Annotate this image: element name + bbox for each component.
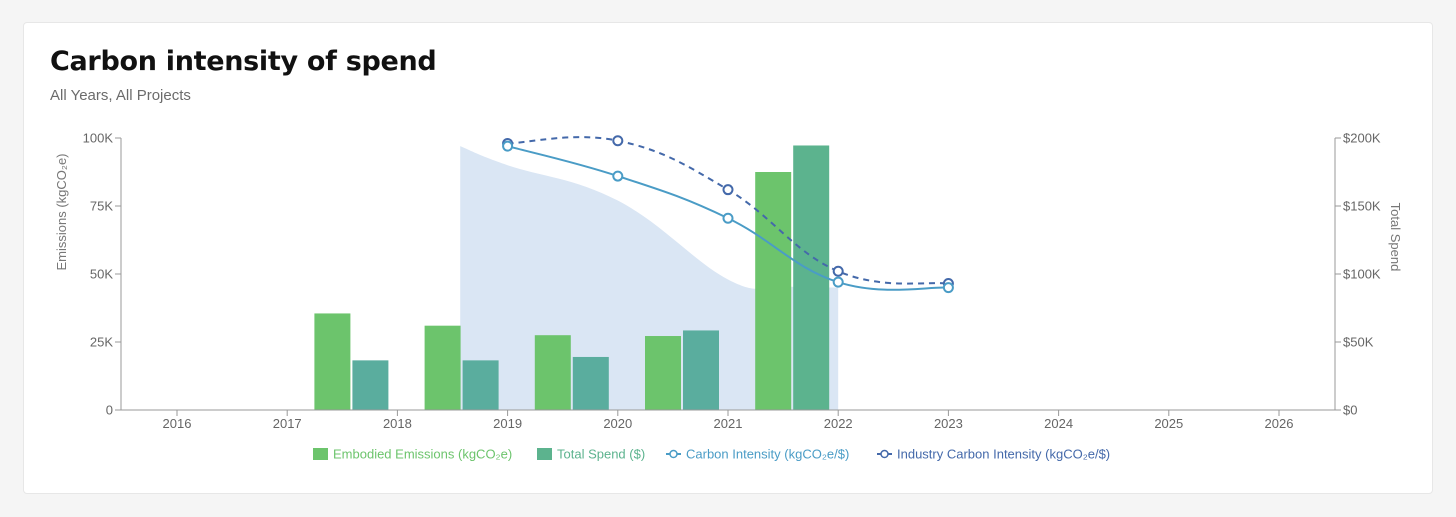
y-left-tick-label: 100K	[83, 131, 114, 146]
legend-embodied-swatch	[313, 448, 328, 460]
carbon-intensity-point-2021	[722, 212, 734, 224]
chart-subtitle: All Years, All Projects	[50, 87, 191, 104]
legend-embodied[interactable]: Embodied Emissions (kgCO₂e)	[313, 447, 512, 462]
x-tick-label: 2018	[383, 416, 412, 431]
carbon-intensity-point-2023	[942, 282, 954, 294]
legend-spend-swatch	[537, 448, 552, 460]
x-tick-label: 2020	[603, 416, 632, 431]
legend-industry-label: Industry Carbon Intensity (kgCO₂e/$)	[897, 447, 1110, 462]
line-layer	[502, 135, 954, 294]
x-tick-label: 2017	[273, 416, 302, 431]
x-tick-label: 2023	[934, 416, 963, 431]
legend-intensity[interactable]: Carbon Intensity (kgCO₂e/$)	[666, 447, 849, 462]
x-tick-label: 2021	[714, 416, 743, 431]
legend-industry-swatch-dot	[880, 449, 889, 459]
x-tick-label: 2016	[163, 416, 192, 431]
bar-embodied-2018	[314, 313, 351, 410]
carbon-intensity-point-2022	[832, 276, 844, 288]
legend-industry[interactable]: Industry Carbon Intensity (kgCO₂e/$)	[877, 447, 1110, 462]
y-left-tick-label: 75K	[90, 199, 113, 214]
bar-embodied-2020	[534, 335, 571, 410]
carbon-intensity-point-2019	[502, 140, 514, 152]
y-left-tick-label: 25K	[90, 335, 113, 350]
x-tick-label: 2025	[1154, 416, 1183, 431]
y-right-tick-label: $50K	[1343, 335, 1374, 350]
bar-layer	[314, 145, 830, 411]
y-left-tick-label: 0	[106, 403, 113, 418]
carbon-intensity-point-2020	[612, 170, 624, 182]
x-tick-label: 2024	[1044, 416, 1073, 431]
y-right-axis-title: Total Spend	[1388, 203, 1403, 272]
bar-spend-2019	[462, 360, 499, 410]
bar-embodied-2021	[645, 336, 681, 410]
legend-intensity-swatch-dot	[669, 449, 678, 459]
x-tick-label: 2022	[824, 416, 853, 431]
legend[interactable]: Embodied Emissions (kgCO₂e) Total Spend (…	[313, 447, 1110, 462]
x-tick-label: 2026	[1265, 416, 1294, 431]
legend-embodied-label: Embodied Emissions (kgCO₂e)	[333, 447, 512, 462]
legend-spend-label: Total Spend ($)	[557, 447, 645, 462]
y-left-axis-title: Emissions (kgCO₂e)	[54, 153, 69, 270]
axis-layer: 0 25K 50K 75K 100K $0 $50K $100K $150K $200K 2016 2…	[54, 131, 1403, 432]
bar-spend-2018	[352, 360, 389, 410]
y-right-tick-label: $100K	[1343, 267, 1381, 282]
y-right-tick-label: $200K	[1343, 131, 1381, 146]
legend-intensity-label: Carbon Intensity (kgCO₂e/$)	[686, 447, 849, 462]
x-tick-label: 2019	[493, 416, 522, 431]
bar-embodied-2022	[755, 172, 792, 410]
industry-intensity-point-2021	[722, 184, 734, 196]
y-right-tick-label: $150K	[1343, 199, 1381, 214]
y-right-tick-label: $0	[1343, 403, 1357, 418]
bar-spend-2021	[683, 330, 719, 410]
y-left-tick-label: 50K	[90, 267, 113, 282]
bar-spend-2022	[793, 145, 830, 411]
industry-intensity-point-2022	[832, 265, 844, 277]
chart-title: Carbon intensity of spend	[50, 46, 437, 77]
bar-embodied-2019	[424, 325, 461, 410]
industry-intensity-point-2020	[612, 135, 624, 147]
legend-spend[interactable]: Total Spend ($)	[537, 447, 645, 462]
bar-spend-2020	[572, 356, 609, 410]
